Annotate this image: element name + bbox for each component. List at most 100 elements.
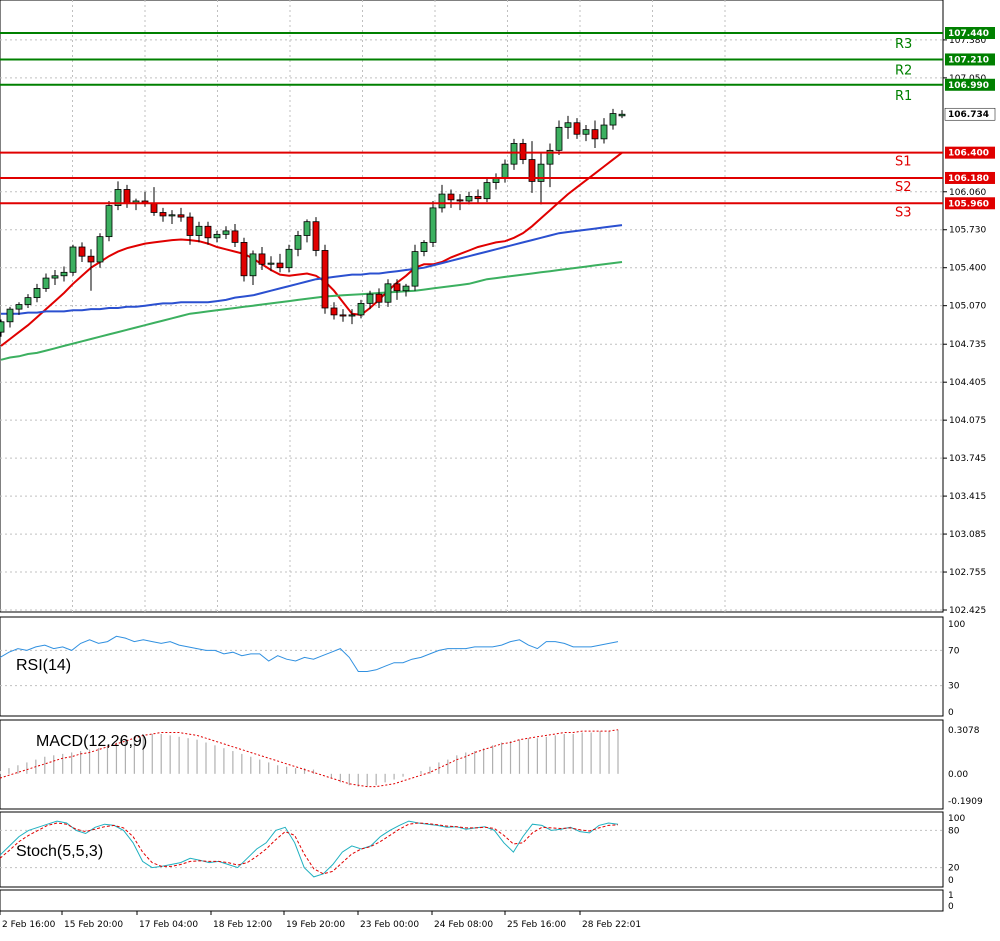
macd-ytick-label: 0.00 — [948, 770, 968, 780]
bull-candle — [6, 308, 14, 323]
bear-candle — [177, 214, 185, 218]
main-ytick-label: 105.730 — [949, 226, 986, 236]
bear-candle — [474, 195, 482, 200]
bull-candle — [33, 288, 41, 299]
bear-candle — [321, 250, 329, 309]
stoch-panel-frame — [0, 811, 944, 888]
bull-candle — [69, 246, 77, 273]
bull-candle — [285, 248, 293, 269]
stoch-signal-line — [0, 822, 619, 875]
level-name-r2: R2 — [895, 63, 912, 78]
current-price-box — [944, 107, 996, 121]
level-price-label-r1: 106.990 — [948, 81, 989, 91]
bear-candle — [258, 253, 266, 265]
bull-candle — [105, 205, 113, 238]
xtick-label: 24 Feb 08:00 — [434, 920, 493, 930]
bull-candle — [357, 302, 365, 316]
bear-candle — [159, 212, 167, 217]
bear-candle — [447, 193, 455, 201]
rsi-ytick-label: 70 — [948, 646, 960, 656]
bull-candle — [618, 113, 626, 117]
rsi-ytick-label: 30 — [948, 682, 960, 692]
moving-average-line-0 — [0, 151, 623, 347]
main-ytick-label: 103.085 — [949, 530, 986, 540]
bull-candle — [0, 321, 5, 333]
bull-candle — [60, 271, 68, 277]
empty-panel-frame — [0, 889, 944, 912]
bear-candle — [591, 129, 599, 140]
bull-candle — [411, 251, 419, 287]
level-price-label-r2: 107.210 — [948, 55, 989, 65]
bull-candle — [294, 235, 302, 250]
level-price-label-s3: 105.960 — [948, 199, 989, 209]
bull-candle — [555, 126, 563, 151]
bear-candle — [375, 293, 383, 303]
rsi-line — [0, 635, 619, 672]
xtick-label: 15 Feb 20:00 — [64, 920, 123, 930]
rsi-panel[interactable]: 100 70 30 0 — [0, 616, 965, 718]
xtick-label: 25 Feb 16:00 — [507, 920, 566, 930]
bull-candle — [564, 122, 572, 128]
level-name-s3: S3 — [895, 205, 912, 220]
bull-candle — [348, 314, 356, 317]
bear-candle — [150, 202, 158, 213]
level-price-box-s3 — [945, 197, 995, 210]
bull-candle — [249, 253, 257, 277]
rsi-label: RSI(14) — [16, 657, 71, 674]
main-ytick-label: 105.400 — [949, 264, 986, 274]
bull-candle — [429, 207, 437, 243]
stoch-main-line — [0, 820, 619, 878]
bull-candle — [582, 129, 590, 135]
level-price-box-s2 — [945, 171, 995, 184]
moving-average-line-1 — [1, 224, 623, 315]
rsi-ytick-label: 0 — [948, 708, 954, 718]
stoch-label: Stoch(5,5,3) — [16, 843, 103, 860]
bear-candle — [276, 262, 284, 269]
bull-candle — [501, 163, 509, 179]
bear-candle — [519, 143, 527, 160]
rsi-panel-frame — [0, 616, 944, 717]
current-price-label: 106.734 — [948, 110, 989, 120]
bull-candle — [402, 285, 410, 292]
bull-candle — [420, 241, 428, 253]
rsi-ytick-label: 100 — [948, 620, 965, 630]
stoch-ytick-label: 80 — [948, 826, 960, 836]
bull-candle — [96, 236, 104, 263]
level-price-box-r2 — [945, 53, 995, 66]
bull-candle — [546, 149, 554, 165]
stoch-panel[interactable]: 100 80 20 0 — [0, 811, 965, 888]
bull-candle — [267, 262, 275, 265]
bull-candle — [600, 124, 608, 140]
bull-candle — [15, 304, 23, 310]
main-ytick-label: 102.425 — [949, 606, 986, 616]
macd-panel-frame — [0, 719, 944, 810]
bear-candle — [231, 230, 239, 243]
main-ytick-label: 107.380 — [949, 36, 986, 46]
bull-candle — [438, 193, 446, 209]
level-price-box-r3 — [945, 27, 995, 39]
bear-candle — [312, 221, 320, 251]
level-price-box-s1 — [945, 146, 995, 159]
bear-candle — [240, 241, 248, 277]
stoch-ytick-label: 100 — [948, 814, 965, 824]
level-name-s2: S2 — [895, 180, 912, 195]
empty-panel-ytick-1: 1 — [948, 891, 954, 901]
bull-candle — [384, 283, 392, 303]
bear-candle — [339, 314, 347, 317]
bear-candle — [573, 122, 581, 135]
bull-candle — [168, 214, 176, 217]
macd-ytick-label: -0.1909 — [948, 797, 983, 807]
macd-panel[interactable]: 0.3078 0.00 -0.1909 — [0, 719, 983, 810]
level-price-label-s2: 106.180 — [948, 174, 989, 184]
main-ytick-label: 105.070 — [949, 302, 986, 312]
level-price-box-r1 — [945, 78, 995, 91]
bear-candle — [123, 189, 131, 204]
macd-label: MACD(12,26,9) — [36, 733, 147, 750]
xtick-label: 19 Feb 20:00 — [286, 920, 345, 930]
main-price-panel[interactable]: 107.380107.050106.060105.730105.400105.0… — [0, 0, 996, 616]
empty-indicator-panel: 10 — [0, 889, 954, 912]
main-ytick-label: 104.075 — [949, 416, 986, 426]
bear-candle — [330, 307, 338, 316]
main-ytick-label: 104.735 — [949, 340, 986, 350]
